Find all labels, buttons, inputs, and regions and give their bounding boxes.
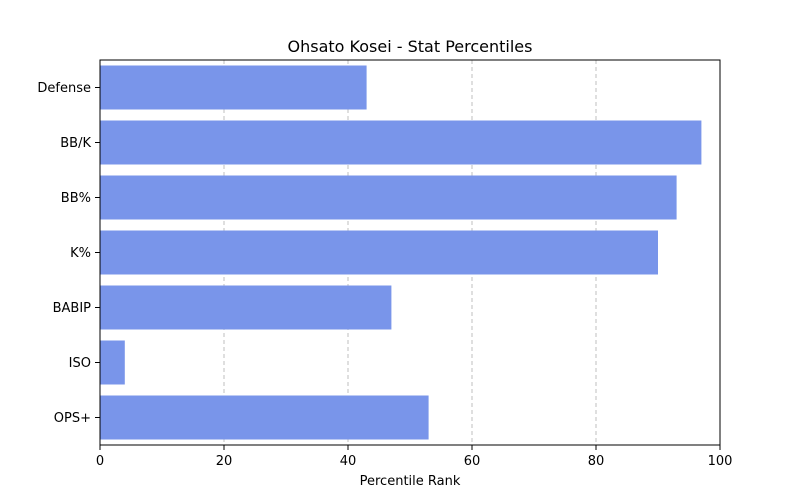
y-tick-label: BABIP — [53, 301, 92, 316]
y-tick-label: BB% — [61, 191, 91, 206]
x-tick-label: 20 — [216, 454, 233, 469]
x-tick-label: 0 — [96, 454, 104, 469]
bar-ops- — [100, 395, 429, 440]
y-tick-label: K% — [70, 246, 91, 261]
bar-iso — [100, 340, 125, 385]
chart-title: Ohsato Kosei - Stat Percentiles — [288, 37, 533, 56]
bar-bb-k — [100, 120, 702, 165]
y-tick-label: Defense — [37, 81, 91, 96]
x-tick-label: 100 — [708, 454, 733, 469]
x-axis-label: Percentile Rank — [360, 474, 461, 489]
bars — [100, 65, 702, 440]
x-tick-label: 60 — [464, 454, 481, 469]
y-tick-label: BB/K — [60, 136, 91, 151]
bar-bb- — [100, 175, 677, 220]
bar-babip — [100, 285, 392, 330]
y-axis: OPS+ ISO BABIP K% BB% BB/K Defense — [37, 81, 100, 426]
y-tick-label: OPS+ — [54, 411, 91, 426]
x-tick-label: 40 — [340, 454, 357, 469]
bar-k- — [100, 230, 658, 275]
y-tick-label: ISO — [69, 356, 91, 371]
x-tick-label: 80 — [588, 454, 605, 469]
x-axis: 0 20 40 60 80 100 — [96, 445, 733, 469]
bar-defense — [100, 65, 367, 110]
